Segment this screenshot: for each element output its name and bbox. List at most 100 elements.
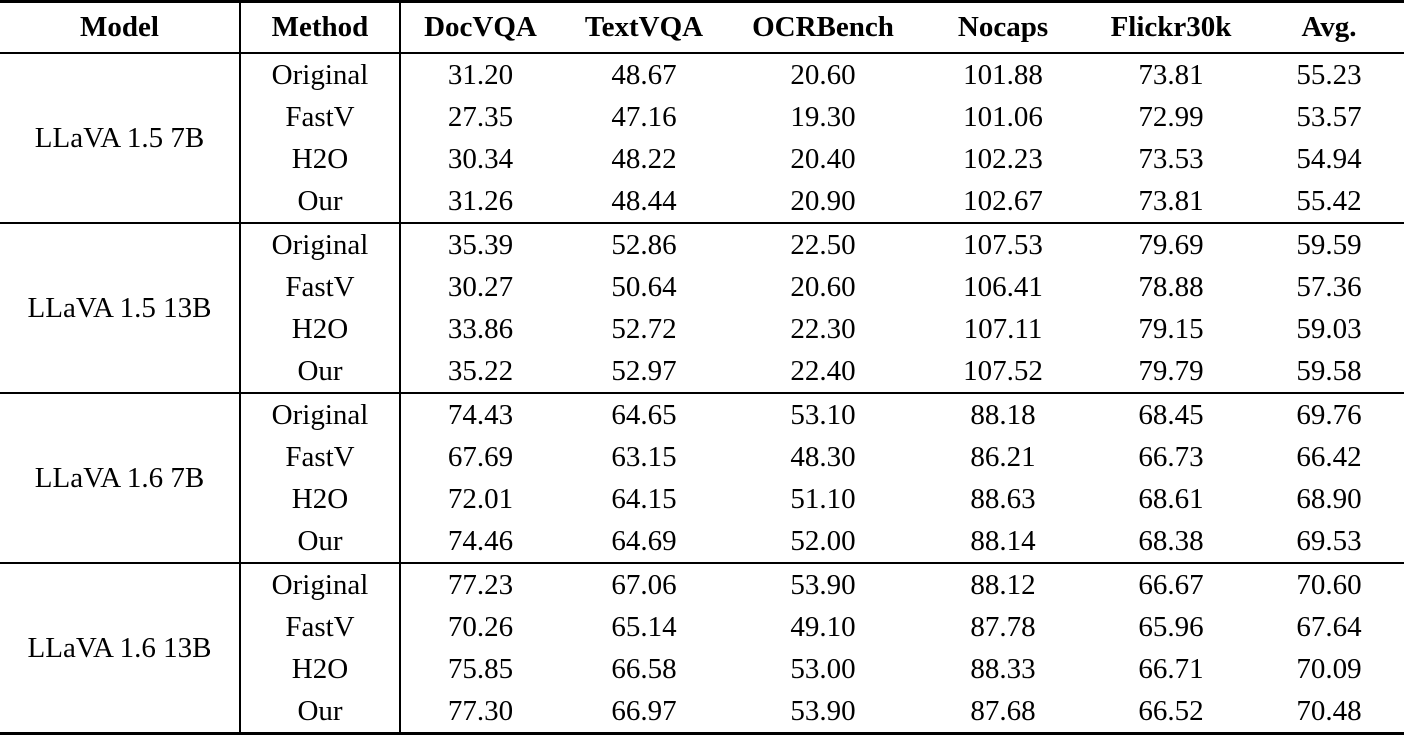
value-cell: 59.59	[1296, 228, 1362, 261]
value-cell: 52.72	[611, 312, 677, 345]
table-row: Our 77.30 66.97 53.90 87.68 66.52 70.48	[0, 690, 1404, 735]
value-cell: 67.69	[447, 440, 514, 473]
value-cell: 55.23	[1296, 58, 1362, 91]
value-cell: 88.33	[970, 652, 1036, 685]
value-cell: 64.65	[611, 398, 677, 431]
value-cell: 65.14	[611, 610, 677, 643]
value-cell: 22.40	[728, 350, 918, 394]
method-cell: Our	[240, 690, 401, 735]
column-header: Flickr30k	[1088, 1, 1254, 54]
method-cell: H2O	[240, 308, 401, 350]
table-row: LLaVA 1.5 13B Original 35.39 52.86 22.50 107.…	[0, 223, 1404, 394]
table-row: FastV 30.27 50.64 20.60 106.41 78.88 57.36	[0, 266, 1404, 308]
value-cell: 107.53	[963, 228, 1043, 261]
table-row: H2O 75.85 66.58 53.00 88.33 66.71 70.09	[0, 648, 1404, 690]
method-cell: FastV	[240, 266, 401, 308]
value-cell: 35.39	[447, 228, 514, 261]
method-cell: Original	[240, 223, 401, 266]
method-cell: H2O	[240, 648, 401, 690]
column-header: DocVQA	[400, 1, 560, 54]
model-cell: LLaVA 1.5 13B	[0, 223, 241, 394]
method-cell: Original	[240, 53, 401, 96]
value-cell: 22.30	[790, 312, 856, 345]
value-cell: 66.71	[1138, 652, 1204, 685]
method-cell: H2O	[240, 138, 401, 180]
value-cell: 67.06	[611, 568, 677, 601]
value-cell: 69.53	[1254, 520, 1404, 564]
value-cell: 87.68	[918, 690, 1088, 735]
value-cell: 52.97	[560, 350, 728, 394]
value-cell: 51.10	[790, 482, 856, 515]
value-cell: 77.30	[400, 690, 560, 735]
value-cell: 70.60	[1296, 568, 1362, 601]
value-cell: 102.23	[963, 142, 1043, 175]
value-cell: 73.53	[1138, 142, 1204, 175]
method-cell: Our	[240, 350, 401, 394]
value-cell: 78.88	[1138, 270, 1204, 303]
table-row: LLaVA 1.6 13B Original 77.23 67.06 53.90 88.1…	[0, 563, 1404, 735]
value-cell: 55.42	[1254, 180, 1404, 224]
header-row: Model Method DocVQA TextVQA OCRBench Nocaps Fl…	[0, 1, 1404, 54]
value-cell: 20.40	[790, 142, 856, 175]
method-cell: FastV	[240, 606, 401, 648]
value-cell: 50.64	[611, 270, 677, 303]
value-cell: 20.60	[790, 58, 856, 91]
value-cell: 107.52	[918, 350, 1088, 394]
value-cell: 47.16	[611, 100, 677, 133]
table-row: Our 74.46 64.69 52.00 88.14 68.38 69.53	[0, 520, 1404, 564]
value-cell: 79.69	[1138, 228, 1204, 261]
value-cell: 35.22	[400, 350, 560, 394]
value-cell: 88.12	[970, 568, 1036, 601]
model-cell: LLaVA 1.5 7B	[0, 53, 241, 224]
table-row: LLaVA 1.6 7B Original 74.43 64.65 53.10 88.18…	[0, 393, 1404, 564]
value-cell: 102.67	[918, 180, 1088, 224]
column-header: Avg.	[1254, 1, 1404, 54]
value-cell: 63.15	[611, 440, 677, 473]
value-cell: 65.96	[1138, 610, 1204, 643]
value-cell: 54.94	[1296, 142, 1362, 175]
value-cell: 48.44	[560, 180, 728, 224]
table-row: FastV 67.69 63.15 48.30 86.21 66.73 66.42	[0, 436, 1404, 478]
value-cell: 79.79	[1088, 350, 1254, 394]
value-cell: 67.64	[1296, 610, 1362, 643]
value-cell: 30.27	[447, 270, 514, 303]
table-row: H2O 72.01 64.15 51.10 88.63 68.61 68.90	[0, 478, 1404, 520]
value-cell: 107.11	[963, 312, 1043, 345]
method-cell: Original	[240, 563, 401, 606]
value-cell: 52.00	[728, 520, 918, 564]
model-cell: LLaVA 1.6 13B	[0, 563, 241, 735]
value-cell: 73.81	[1138, 58, 1204, 91]
value-cell: 72.01	[447, 482, 514, 515]
column-header: TextVQA	[560, 1, 728, 54]
value-cell: 57.36	[1296, 270, 1362, 303]
method-cell: FastV	[240, 96, 401, 138]
value-cell: 74.46	[400, 520, 560, 564]
value-cell: 73.81	[1088, 180, 1254, 224]
method-cell: H2O	[240, 478, 401, 520]
value-cell: 101.06	[963, 100, 1043, 133]
value-cell: 27.35	[447, 100, 514, 133]
column-header: Nocaps	[918, 1, 1088, 54]
value-cell: 30.34	[447, 142, 514, 175]
value-cell: 52.86	[611, 228, 677, 261]
value-cell: 64.15	[611, 482, 677, 515]
method-cell: Our	[240, 520, 401, 564]
value-cell: 68.38	[1088, 520, 1254, 564]
value-cell: 66.52	[1088, 690, 1254, 735]
method-cell: Original	[240, 393, 401, 436]
value-cell: 31.26	[400, 180, 560, 224]
value-cell: 66.67	[1138, 568, 1204, 601]
model-cell: LLaVA 1.6 7B	[0, 393, 241, 564]
value-cell: 59.03	[1296, 312, 1362, 345]
value-cell: 53.90	[790, 568, 856, 601]
value-cell: 88.18	[970, 398, 1036, 431]
value-cell: 19.30	[790, 100, 856, 133]
value-cell: 72.99	[1138, 100, 1204, 133]
column-header: Model	[0, 1, 241, 54]
value-cell: 88.63	[970, 482, 1036, 515]
value-cell: 66.97	[560, 690, 728, 735]
value-cell: 22.50	[790, 228, 856, 261]
value-cell: 70.09	[1296, 652, 1362, 685]
